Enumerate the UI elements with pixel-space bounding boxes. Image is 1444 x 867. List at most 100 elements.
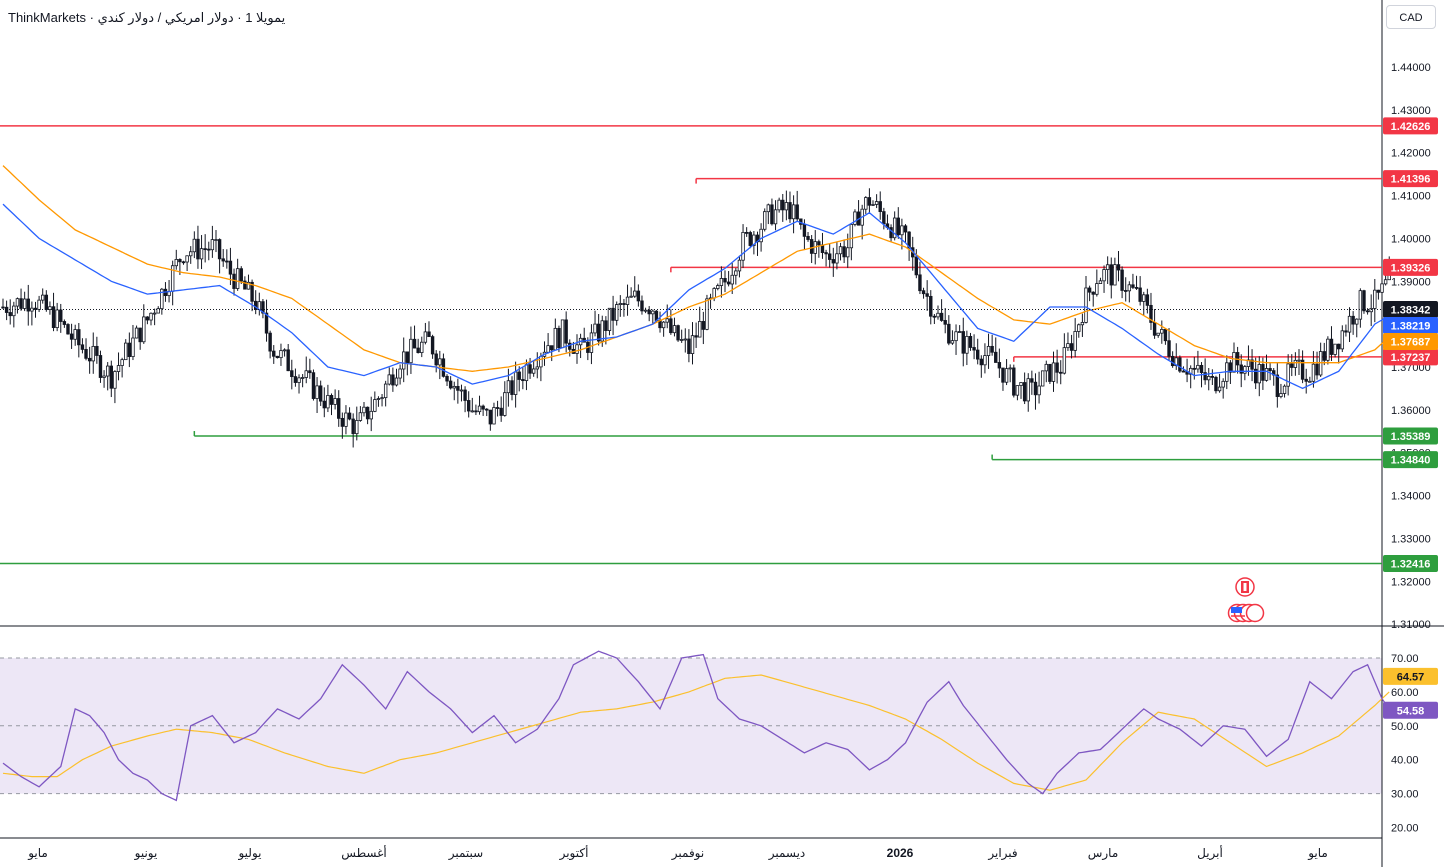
candle-body[interactable] (12, 305, 16, 317)
candle-body[interactable] (1178, 357, 1182, 372)
candle-body[interactable] (355, 420, 359, 435)
candle-body[interactable] (589, 332, 594, 353)
candle-body[interactable] (448, 380, 453, 389)
candle-body[interactable] (383, 383, 388, 399)
candle-body[interactable] (416, 347, 420, 354)
candle-body[interactable] (15, 298, 20, 307)
candle-body[interactable] (1337, 343, 1341, 350)
candle-body[interactable] (607, 307, 612, 331)
candle-body[interactable] (1015, 385, 1020, 396)
candle-body[interactable] (838, 246, 843, 255)
candle-body[interactable] (1120, 269, 1124, 291)
candle-body[interactable] (734, 270, 738, 276)
candle-body[interactable] (1040, 370, 1045, 387)
candle-body[interactable] (1124, 290, 1128, 292)
candle-body[interactable] (932, 315, 937, 318)
candle-body[interactable] (1102, 269, 1106, 282)
candle-body[interactable] (214, 239, 218, 241)
candle-body[interactable] (373, 399, 377, 412)
candle-body[interactable] (1250, 359, 1254, 370)
candle-body[interactable] (1329, 338, 1334, 355)
candle-body[interactable] (770, 204, 774, 225)
candle-body[interactable] (1105, 264, 1110, 270)
candle-body[interactable] (900, 225, 904, 236)
candle-body[interactable] (420, 341, 424, 354)
candle-body[interactable] (1268, 368, 1272, 372)
candle-body[interactable] (550, 345, 554, 351)
ema-slow-line[interactable] (2, 165, 1390, 372)
candle-body[interactable] (936, 312, 940, 318)
candle-body[interactable] (918, 274, 922, 292)
candle-body[interactable] (1304, 378, 1308, 382)
rsi-value-tag[interactable]: 54.58 (1383, 701, 1438, 719)
candle-body[interactable] (1131, 284, 1135, 288)
candle-body[interactable] (1199, 364, 1204, 373)
candle-body[interactable] (434, 353, 438, 366)
candle-body[interactable] (1322, 351, 1326, 361)
candle-body[interactable] (492, 407, 496, 425)
candle-body[interactable] (521, 379, 525, 382)
candle-body[interactable] (701, 321, 706, 330)
candle-body[interactable] (134, 327, 139, 339)
candle-body[interactable] (127, 342, 132, 357)
candle-body[interactable] (1156, 332, 1160, 336)
candle-body[interactable] (1080, 322, 1085, 326)
candle-body[interactable] (568, 342, 572, 350)
candle-body[interactable] (777, 199, 781, 211)
candle-body[interactable] (1311, 363, 1316, 382)
candle-body[interactable] (788, 202, 792, 220)
candle-body[interactable] (1004, 368, 1009, 383)
candle-body[interactable] (513, 371, 518, 395)
candle-body[interactable] (438, 358, 442, 366)
candle-body[interactable] (1113, 264, 1117, 286)
rsi-ma-value-tag[interactable]: 64.57 (1383, 667, 1438, 685)
candle-body[interactable] (806, 235, 810, 240)
candle-body[interactable] (1203, 372, 1207, 381)
candle-body[interactable] (495, 407, 500, 409)
candle-body[interactable] (387, 374, 391, 385)
candle-body[interactable] (376, 398, 381, 400)
candle-body[interactable] (246, 281, 251, 290)
candle-body[interactable] (427, 331, 431, 338)
currency-button[interactable]: CAD (1386, 5, 1436, 29)
candle-body[interactable] (625, 296, 630, 305)
candle-body[interactable] (232, 273, 236, 289)
candle-body[interactable] (337, 398, 341, 419)
candle-body[interactable] (661, 321, 666, 329)
candle-body[interactable] (506, 380, 511, 394)
candle-body[interactable] (59, 309, 63, 322)
candle-body[interactable] (402, 351, 406, 370)
candle-body[interactable] (611, 307, 615, 321)
candle-body[interactable] (510, 380, 514, 395)
candle-body[interactable] (308, 370, 312, 374)
candle-body[interactable] (1174, 357, 1178, 367)
candle-body[interactable] (463, 389, 467, 401)
candle-body[interactable] (997, 362, 1002, 369)
candle-body[interactable] (546, 345, 550, 353)
candle-body[interactable] (849, 224, 854, 249)
candle-body[interactable] (874, 201, 879, 205)
candle-body[interactable] (744, 231, 749, 234)
candle-body[interactable] (48, 306, 52, 310)
candle-body[interactable] (892, 217, 897, 239)
candle-body[interactable] (44, 294, 49, 310)
candle-body[interactable] (380, 397, 384, 400)
candle-body[interactable] (1019, 382, 1023, 387)
candle-body[interactable] (781, 199, 785, 211)
candle-body[interactable] (261, 301, 265, 314)
candle-body[interactable] (1279, 393, 1283, 397)
candle-body[interactable] (340, 417, 345, 427)
candle-body[interactable] (351, 418, 355, 435)
candle-body[interactable] (1109, 264, 1113, 286)
candle-body[interactable] (210, 239, 215, 251)
candle-body[interactable] (846, 247, 850, 258)
candle-body[interactable] (456, 385, 460, 391)
candle-body[interactable] (41, 294, 45, 301)
candle-body[interactable] (564, 319, 568, 344)
candle-body[interactable] (712, 288, 716, 299)
candle-body[interactable] (1340, 330, 1345, 350)
candle-body[interactable] (1290, 363, 1294, 368)
candle-body[interactable] (326, 395, 330, 409)
candle-body[interactable] (1030, 378, 1034, 383)
candle-body[interactable] (116, 365, 121, 372)
